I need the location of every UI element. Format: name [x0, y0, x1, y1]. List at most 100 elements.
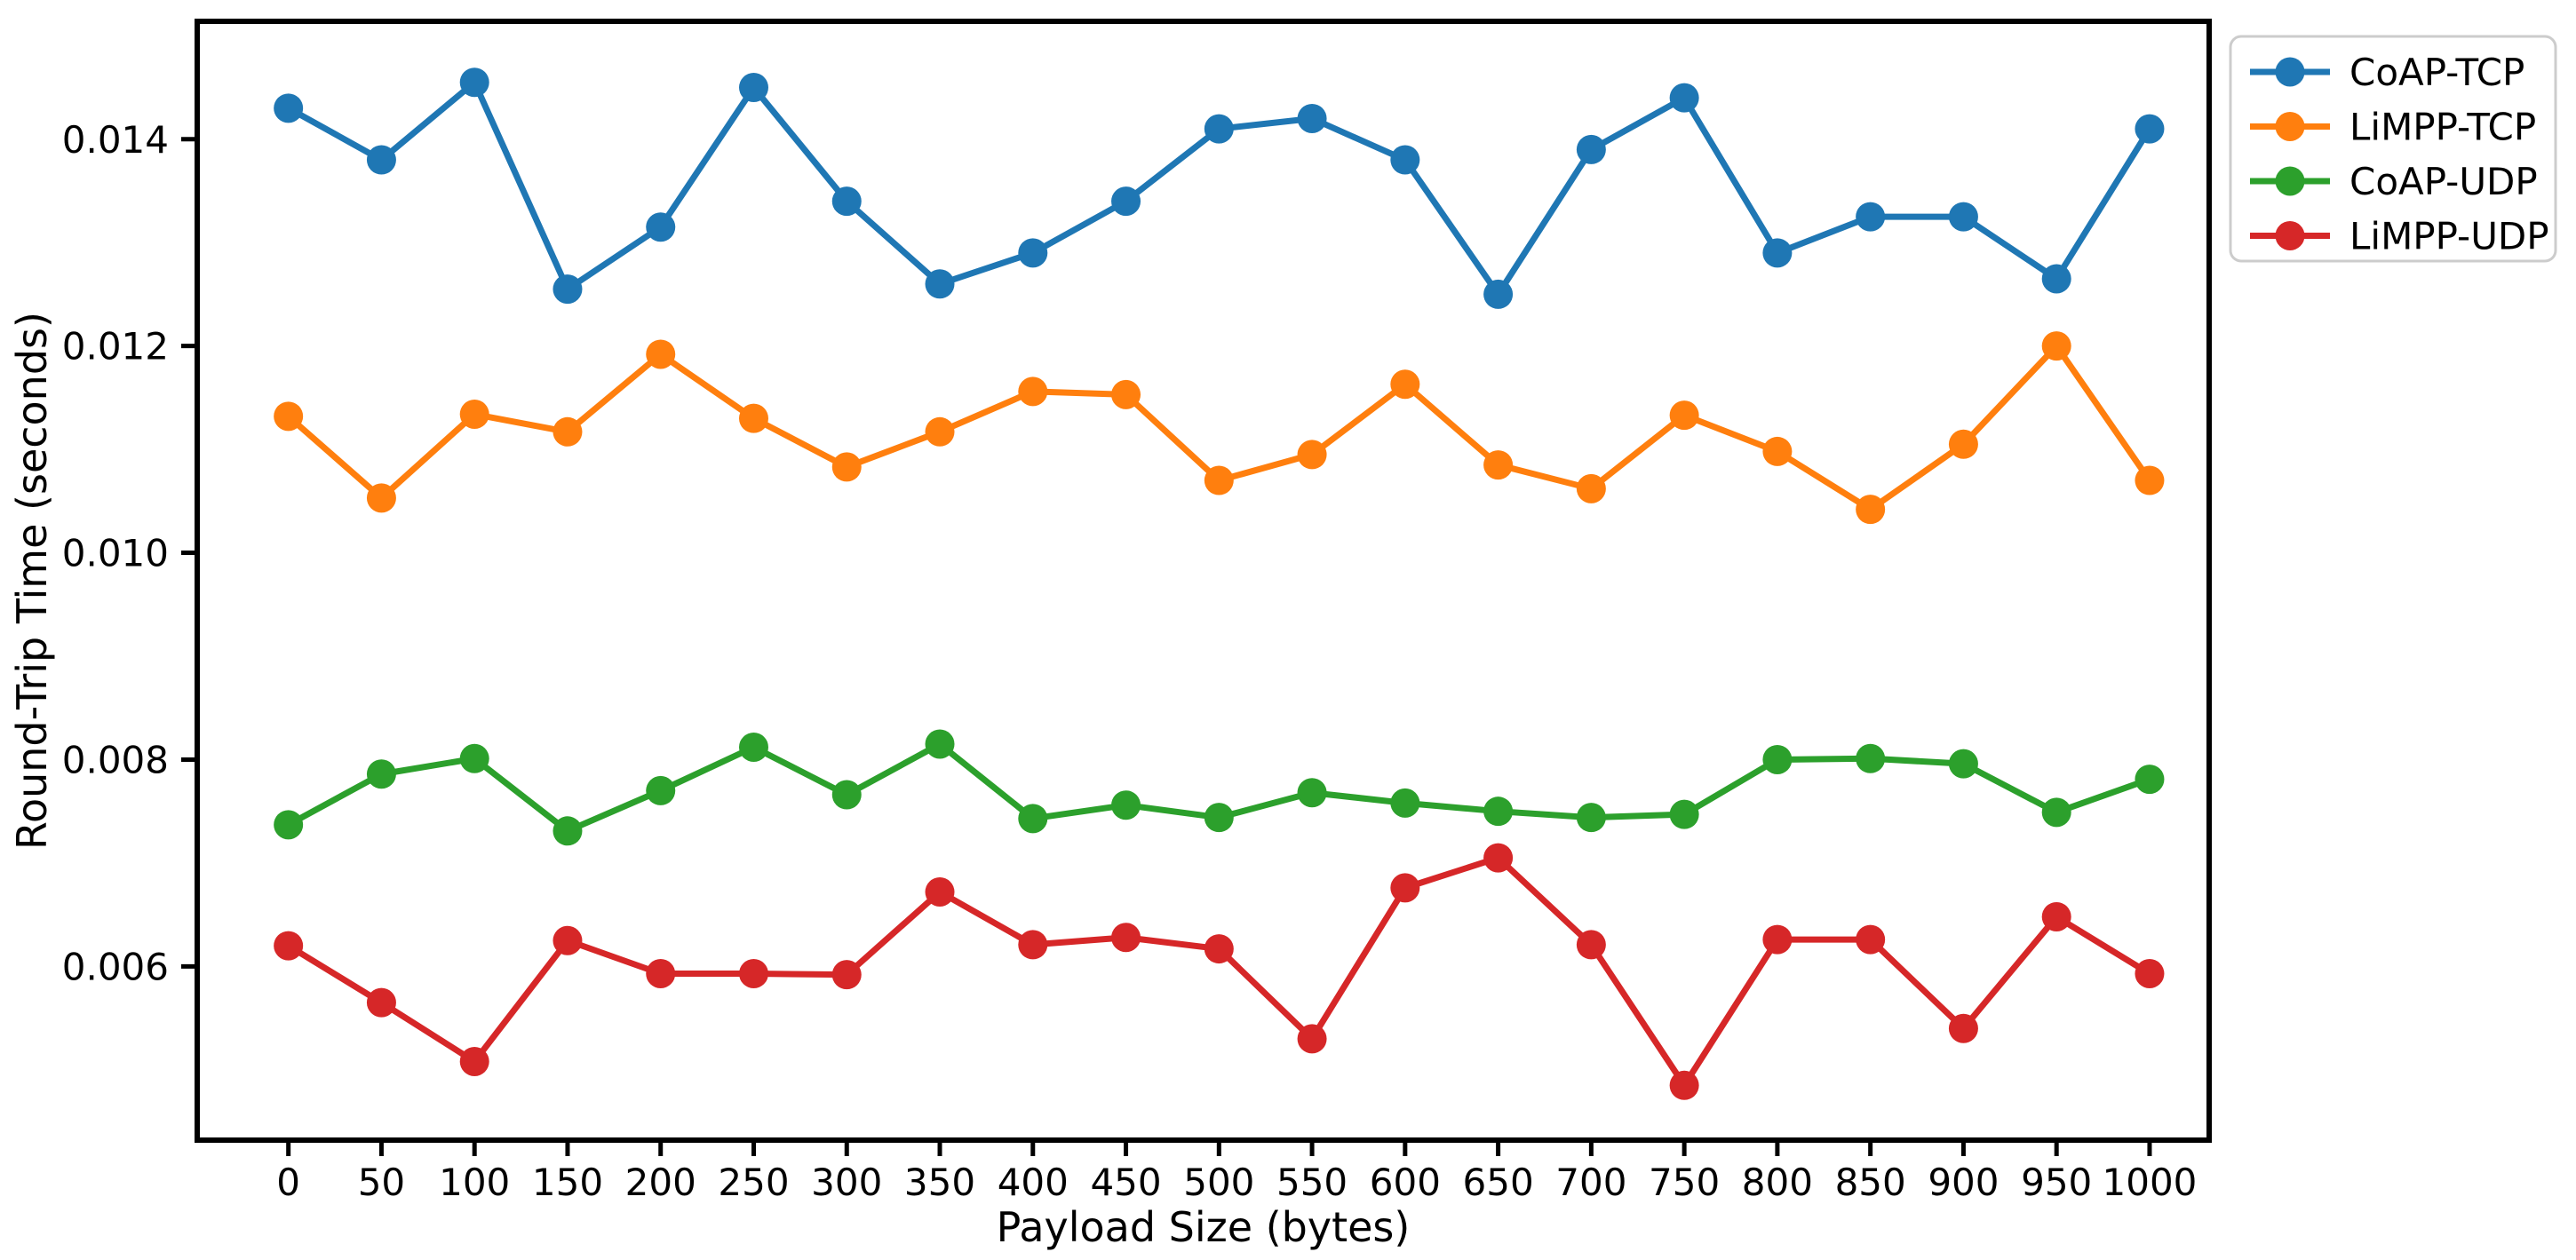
- y-axis-label: Round-Trip Time (seconds): [8, 312, 56, 850]
- data-point-LiMPP-UDP: [1762, 924, 1793, 955]
- data-point-CoAP-TCP: [553, 274, 583, 305]
- data-point-CoAP-UDP: [1669, 799, 1699, 829]
- data-point-CoAP-TCP: [459, 67, 489, 98]
- data-point-CoAP-UDP: [831, 780, 862, 810]
- data-point-LiMPP-TCP: [1948, 429, 1978, 459]
- x-tick-label: 500: [1183, 1161, 1254, 1204]
- data-point-CoAP-UDP: [1204, 803, 1234, 833]
- y-tick-label: 0.014: [62, 118, 169, 162]
- legend-label-LiMPP-UDP: LiMPP-UDP: [2349, 215, 2549, 258]
- data-point-CoAP-UDP: [1576, 803, 1606, 833]
- data-point-LiMPP-TCP: [646, 339, 676, 369]
- data-point-CoAP-UDP: [459, 743, 489, 773]
- data-point-LiMPP-UDP: [1669, 1070, 1699, 1100]
- x-tick-label: 700: [1555, 1161, 1626, 1204]
- data-point-CoAP-UDP: [1018, 804, 1048, 834]
- x-tick-label: 300: [811, 1161, 882, 1204]
- data-point-LiMPP-TCP: [925, 416, 955, 447]
- data-point-CoAP-TCP: [1297, 103, 1327, 133]
- plot-border: [195, 19, 2212, 1143]
- x-tick-label: 0: [276, 1161, 300, 1204]
- data-point-LiMPP-UDP: [1390, 873, 1420, 903]
- x-tick-label: 900: [1928, 1161, 1999, 1204]
- data-point-LiMPP-UDP: [366, 987, 396, 1018]
- data-point-LiMPP-TCP: [366, 483, 396, 513]
- data-point-LiMPP-UDP: [925, 877, 955, 907]
- data-point-CoAP-UDP: [925, 729, 955, 759]
- data-point-LiMPP-TCP: [1018, 376, 1048, 407]
- data-point-LiMPP-UDP: [831, 960, 862, 990]
- data-point-LiMPP-UDP: [459, 1046, 489, 1076]
- data-point-CoAP-TCP: [366, 145, 396, 175]
- x-tick-label: 750: [1649, 1161, 1720, 1204]
- data-point-CoAP-TCP: [274, 93, 304, 123]
- x-tick-label: 1000: [2103, 1161, 2198, 1204]
- x-tick-label: 550: [1276, 1161, 1348, 1204]
- data-point-LiMPP-TCP: [1390, 369, 1420, 400]
- x-tick-label: 250: [718, 1161, 789, 1204]
- data-point-LiMPP-UDP: [274, 931, 304, 961]
- data-point-LiMPP-TCP: [1483, 450, 1514, 480]
- data-point-LiMPP-UDP: [738, 959, 768, 989]
- data-point-LiMPP-TCP: [738, 403, 768, 433]
- x-tick-label: 650: [1463, 1161, 1534, 1204]
- data-point-LiMPP-TCP: [831, 452, 862, 482]
- data-point-CoAP-UDP: [1762, 744, 1793, 774]
- data-point-LiMPP-TCP: [553, 416, 583, 447]
- data-point-CoAP-UDP: [2041, 797, 2071, 828]
- data-point-CoAP-UDP: [1111, 790, 1141, 820]
- legend-box: [2229, 35, 2557, 263]
- data-point-LiMPP-UDP: [1856, 924, 1886, 955]
- data-point-LiMPP-UDP: [1018, 930, 1048, 960]
- data-point-CoAP-UDP: [2135, 765, 2165, 795]
- x-tick-label: 800: [1742, 1161, 1813, 1204]
- x-tick-label: 450: [1090, 1161, 1161, 1204]
- data-point-LiMPP-TCP: [2135, 465, 2165, 495]
- data-point-LiMPP-TCP: [1576, 473, 1606, 503]
- data-point-LiMPP-TCP: [1669, 400, 1699, 431]
- data-point-LiMPP-TCP: [1204, 465, 1234, 495]
- data-point-LiMPP-TCP: [1297, 440, 1327, 470]
- data-point-CoAP-TCP: [1856, 202, 1886, 232]
- data-point-LiMPP-TCP: [1111, 379, 1141, 409]
- x-tick-label: 100: [439, 1161, 510, 1204]
- y-tick-label: 0.010: [62, 532, 169, 575]
- data-point-LiMPP-UDP: [1297, 1024, 1327, 1054]
- data-point-LiMPP-UDP: [1111, 923, 1141, 953]
- data-point-LiMPP-UDP: [2041, 901, 2071, 931]
- legend-marker-CoAP-TCP: [2275, 57, 2305, 87]
- x-tick-label: 850: [1835, 1161, 1906, 1204]
- legend-label-LiMPP-TCP: LiMPP-TCP: [2349, 106, 2536, 149]
- data-point-LiMPP-TCP: [274, 401, 304, 432]
- data-point-CoAP-TCP: [1018, 238, 1048, 268]
- x-tick-label: 150: [532, 1161, 603, 1204]
- data-point-LiMPP-UDP: [1204, 934, 1234, 964]
- legend-marker-LiMPP-TCP: [2275, 112, 2305, 141]
- data-point-CoAP-TCP: [1390, 145, 1420, 175]
- data-point-LiMPP-UDP: [1483, 843, 1514, 873]
- data-point-CoAP-UDP: [1390, 788, 1420, 818]
- data-point-LiMPP-TCP: [2041, 331, 2071, 361]
- data-point-CoAP-TCP: [1576, 134, 1606, 164]
- data-point-CoAP-TCP: [925, 269, 955, 299]
- data-point-LiMPP-TCP: [1762, 436, 1793, 466]
- x-tick-label: 950: [2021, 1161, 2092, 1204]
- data-point-LiMPP-TCP: [1856, 495, 1886, 525]
- legend-label-CoAP-TCP: CoAP-TCP: [2349, 51, 2524, 94]
- data-point-CoAP-TCP: [2041, 264, 2071, 294]
- x-axis-label: Payload Size (bytes): [997, 1203, 1411, 1251]
- data-point-CoAP-TCP: [1762, 238, 1793, 268]
- data-point-CoAP-TCP: [1669, 83, 1699, 113]
- data-point-CoAP-TCP: [2135, 114, 2165, 144]
- data-point-LiMPP-UDP: [553, 925, 583, 955]
- series-line-CoAP-TCP: [285, 79, 2153, 297]
- data-point-CoAP-UDP: [738, 732, 768, 762]
- legend-marker-CoAP-UDP: [2275, 166, 2305, 196]
- x-tick-label: 200: [625, 1161, 696, 1204]
- data-point-CoAP-UDP: [646, 775, 676, 805]
- data-point-CoAP-TCP: [1204, 114, 1234, 144]
- data-point-CoAP-UDP: [1948, 749, 1978, 779]
- x-tick-label: 600: [1370, 1161, 1441, 1204]
